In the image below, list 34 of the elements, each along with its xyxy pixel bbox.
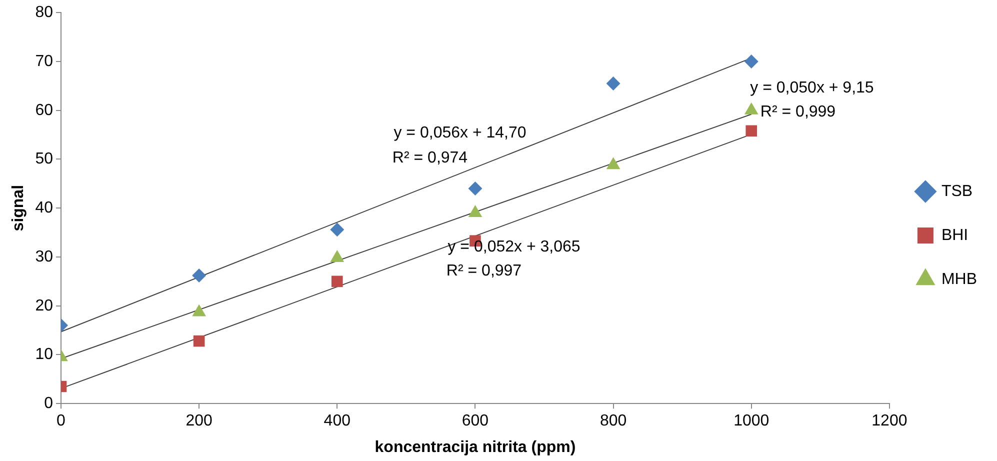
y-tick-label: 40 — [35, 200, 54, 217]
annotation: y = 0,050x + 9,15 — [750, 79, 874, 96]
x-tick-label: 1200 — [872, 412, 908, 430]
point — [468, 182, 482, 196]
point — [330, 222, 344, 237]
y-tick-label: 10 — [35, 346, 54, 364]
legend-label: TSB — [941, 182, 973, 200]
point — [331, 276, 343, 288]
annotation: R² = 0,974 — [392, 149, 468, 166]
x-tick-label: 800 — [600, 412, 627, 430]
x-tick-label: 600 — [462, 412, 489, 430]
point — [746, 125, 758, 137]
y-tick-label: 30 — [35, 248, 54, 266]
y-tick-label: 0 — [44, 395, 54, 412]
annotation: R² = 0,999 — [760, 103, 836, 120]
legend-label: BHI — [941, 226, 968, 244]
x-tick-label: 200 — [186, 412, 213, 430]
y-axis-title: signal — [10, 184, 28, 232]
x-tick-label: 0 — [56, 412, 66, 430]
point — [192, 268, 206, 283]
y-tick-label: 80 — [35, 4, 54, 22]
point — [193, 335, 205, 347]
x-tick-label: 1000 — [734, 412, 770, 430]
y-tick-label: 70 — [35, 52, 54, 70]
x-tick-label: 400 — [324, 412, 351, 430]
point — [606, 76, 620, 90]
y-tick-label: 50 — [35, 150, 54, 168]
annotation: R² = 0,997 — [446, 262, 522, 280]
y-tick-label: 60 — [35, 102, 54, 119]
legend-label: MHB — [941, 270, 978, 288]
annotation: y = 0,056x + 14,70 — [394, 124, 526, 142]
point — [744, 54, 758, 68]
y-tick-label: 20 — [35, 297, 54, 314]
x-axis-title: koncentracija nitrita (ppm) — [374, 438, 576, 456]
